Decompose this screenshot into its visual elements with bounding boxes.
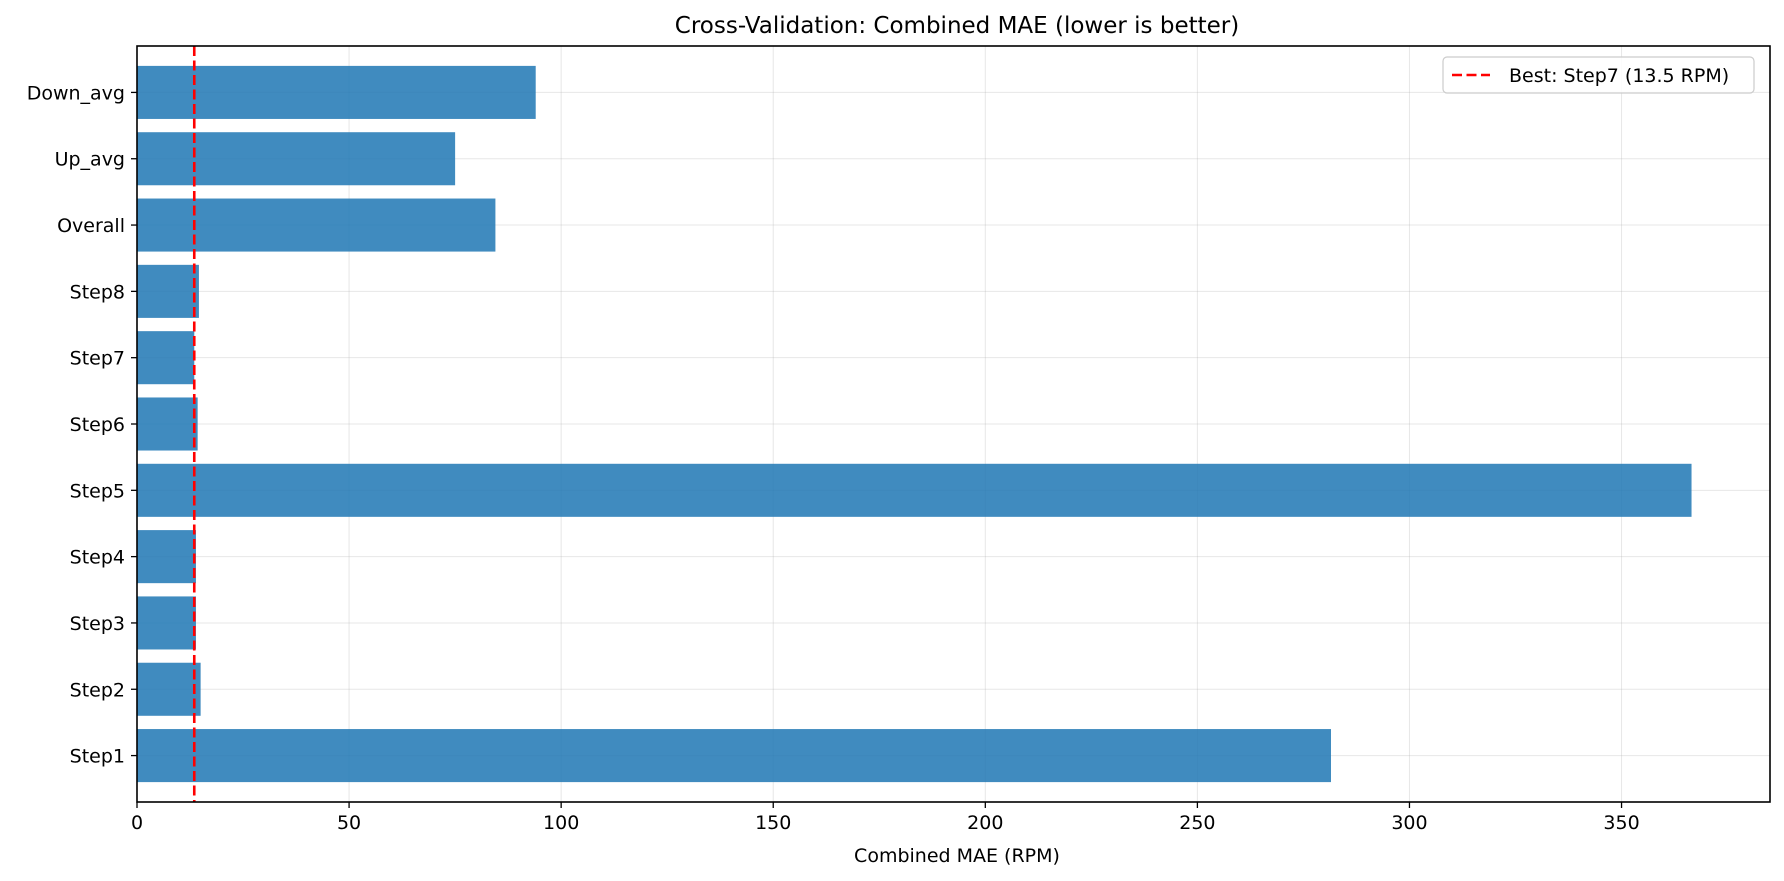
y-tick-label: Step2 xyxy=(70,679,125,701)
y-tick-label: Step7 xyxy=(70,348,125,370)
bar-up-avg xyxy=(137,132,456,186)
chart-title: Cross-Validation: Combined MAE (lower is… xyxy=(675,13,1239,39)
y-tick-label: Step1 xyxy=(70,746,125,768)
bar-step5 xyxy=(137,463,1692,517)
bar-step1 xyxy=(137,729,1331,783)
x-tick-label: 250 xyxy=(1179,812,1215,834)
y-tick-label: Step4 xyxy=(70,547,125,569)
y-tick-label: Up_avg xyxy=(55,149,125,171)
y-axis-ticks: Step1 Step2 Step3 Step4 Step5 Step6 Step7 Step8… xyxy=(27,82,137,768)
bar-down-avg xyxy=(137,65,536,119)
legend: Best: Step7 (13.5 RPM) xyxy=(1442,56,1755,94)
bar-step7 xyxy=(137,331,195,385)
x-axis-title: Combined MAE (RPM) xyxy=(854,845,1060,867)
x-tick-label: 50 xyxy=(337,812,361,834)
y-tick-label: Step8 xyxy=(70,281,125,303)
bar-step2 xyxy=(137,662,201,716)
legend-frame xyxy=(1442,56,1755,94)
bar-step8 xyxy=(137,264,199,318)
x-tick-label: 300 xyxy=(1391,812,1427,834)
y-tick-label: Overall xyxy=(57,215,125,237)
y-tick-label: Down_avg xyxy=(27,82,125,104)
bar-step3 xyxy=(137,596,196,650)
y-tick-label: Step3 xyxy=(70,613,125,635)
y-tick-label: Step5 xyxy=(70,480,125,502)
legend-label: Best: Step7 (13.5 RPM) xyxy=(1509,65,1729,87)
y-tick-label: Step6 xyxy=(70,414,125,436)
bar-overall xyxy=(137,198,496,252)
x-tick-label: 200 xyxy=(967,812,1003,834)
x-tick-label: 0 xyxy=(131,812,143,834)
bars xyxy=(137,65,1692,783)
bar-step6 xyxy=(137,397,198,451)
x-axis-ticks: 0 50 100 150 200 250 300 350 xyxy=(131,802,1640,834)
x-tick-label: 350 xyxy=(1603,812,1639,834)
x-tick-label: 150 xyxy=(755,812,791,834)
x-tick-label: 100 xyxy=(543,812,579,834)
bar-step4 xyxy=(137,530,196,584)
